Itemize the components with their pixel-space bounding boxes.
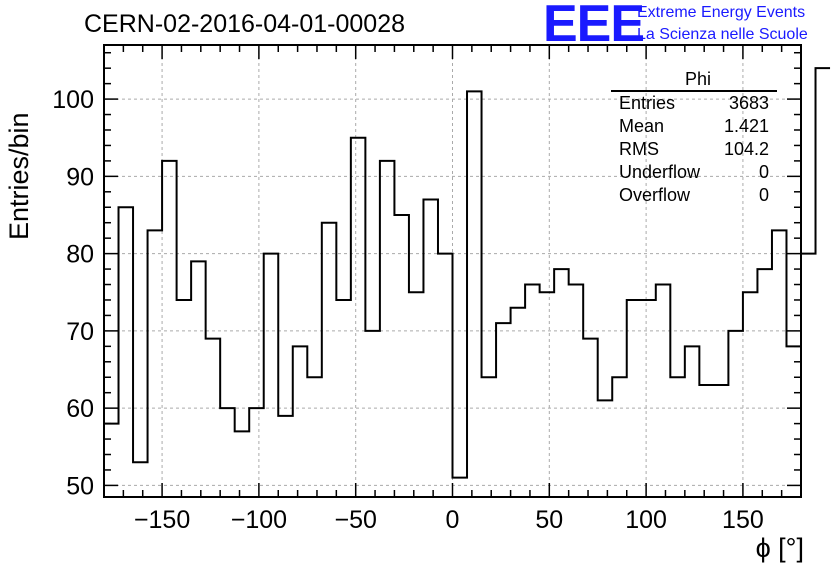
- x-tick-label: −50: [334, 506, 376, 534]
- stats-row: Overflow 0: [611, 184, 777, 207]
- chart-title: CERN-02-2016-04-01-00028: [84, 10, 406, 38]
- x-tick-label: 0: [446, 506, 460, 534]
- y-tick-label: 80: [66, 241, 94, 269]
- stats-box: Phi Entries 3683 Mean 1.421 RMS 104.2 Under…: [611, 68, 777, 207]
- stats-row: Entries 3683: [611, 92, 777, 115]
- tick-labels: −150 −100 −50 0 50 100 150 50 60 70 80 90 100: [52, 86, 763, 534]
- stats-label: Entries: [619, 93, 676, 113]
- x-axis-label: ϕ [°]: [755, 533, 804, 563]
- stats-label: RMS: [619, 139, 659, 159]
- x-tick-label: 50: [535, 506, 563, 534]
- x-tick-label: −150: [134, 506, 190, 534]
- stats-value: 0: [758, 162, 769, 182]
- stats-value: 1.421: [723, 116, 769, 136]
- x-tick-label: 100: [625, 506, 667, 534]
- stats-label: Overflow: [619, 185, 691, 205]
- axis-ticks: [103, 45, 802, 497]
- y-tick-label: 70: [66, 318, 94, 346]
- y-axis-label: Entries/bin: [4, 112, 34, 240]
- x-tick-label: −100: [231, 506, 287, 534]
- stats-row: Mean 1.421: [611, 115, 777, 138]
- stats-row: RMS 104.2: [611, 138, 777, 161]
- stats-row: Underflow 0: [611, 161, 777, 184]
- y-tick-label: 90: [66, 163, 94, 191]
- stats-title: Phi: [611, 68, 777, 92]
- stats-value: 0: [758, 185, 769, 205]
- eee-logo: EEE: [543, 0, 645, 53]
- stats-value: 104.2: [723, 139, 769, 159]
- stats-label: Mean: [619, 116, 665, 136]
- y-tick-label: 60: [66, 395, 94, 423]
- y-tick-label: 50: [66, 472, 94, 500]
- stats-label: Underflow: [619, 162, 701, 182]
- y-tick-label: 100: [52, 86, 94, 114]
- stats-value: 3683: [728, 93, 769, 113]
- x-tick-label: 150: [722, 506, 764, 534]
- logo-line-2: La Scienza nelle Scuole: [637, 26, 808, 43]
- histogram-series: [104, 67, 831, 479]
- logo-line-1: Extreme Energy Events: [637, 4, 806, 21]
